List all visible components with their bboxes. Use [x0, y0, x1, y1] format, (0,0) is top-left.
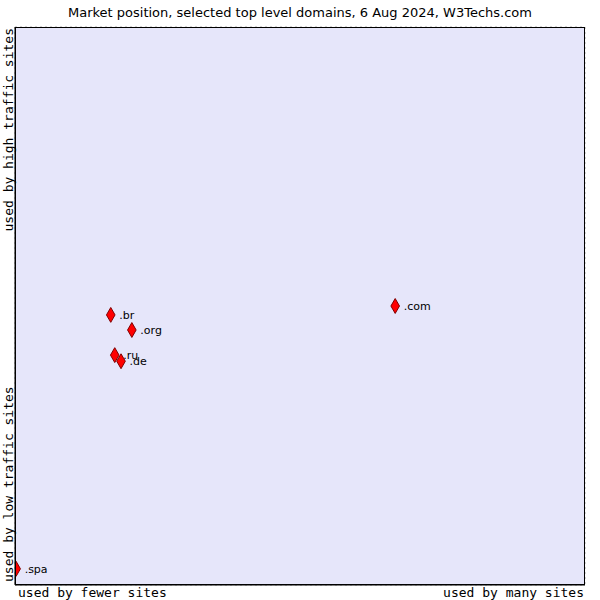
svg-text:.org: .org — [140, 324, 162, 337]
svg-text:.br: .br — [119, 309, 134, 322]
svg-text:.com: .com — [404, 300, 431, 313]
svg-text:used by fewer sites: used by fewer sites — [18, 585, 167, 600]
svg-text:used by many sites: used by many sites — [443, 585, 584, 600]
svg-text:Market position, selected top: Market position, selected top level doma… — [68, 5, 532, 20]
svg-text:.spa: .spa — [25, 563, 48, 576]
svg-text:used by high traffic sites: used by high traffic sites — [8, 28, 16, 232]
svg-text:.de: .de — [130, 355, 147, 368]
svg-text:used by low traffic sites: used by low traffic sites — [8, 386, 16, 582]
